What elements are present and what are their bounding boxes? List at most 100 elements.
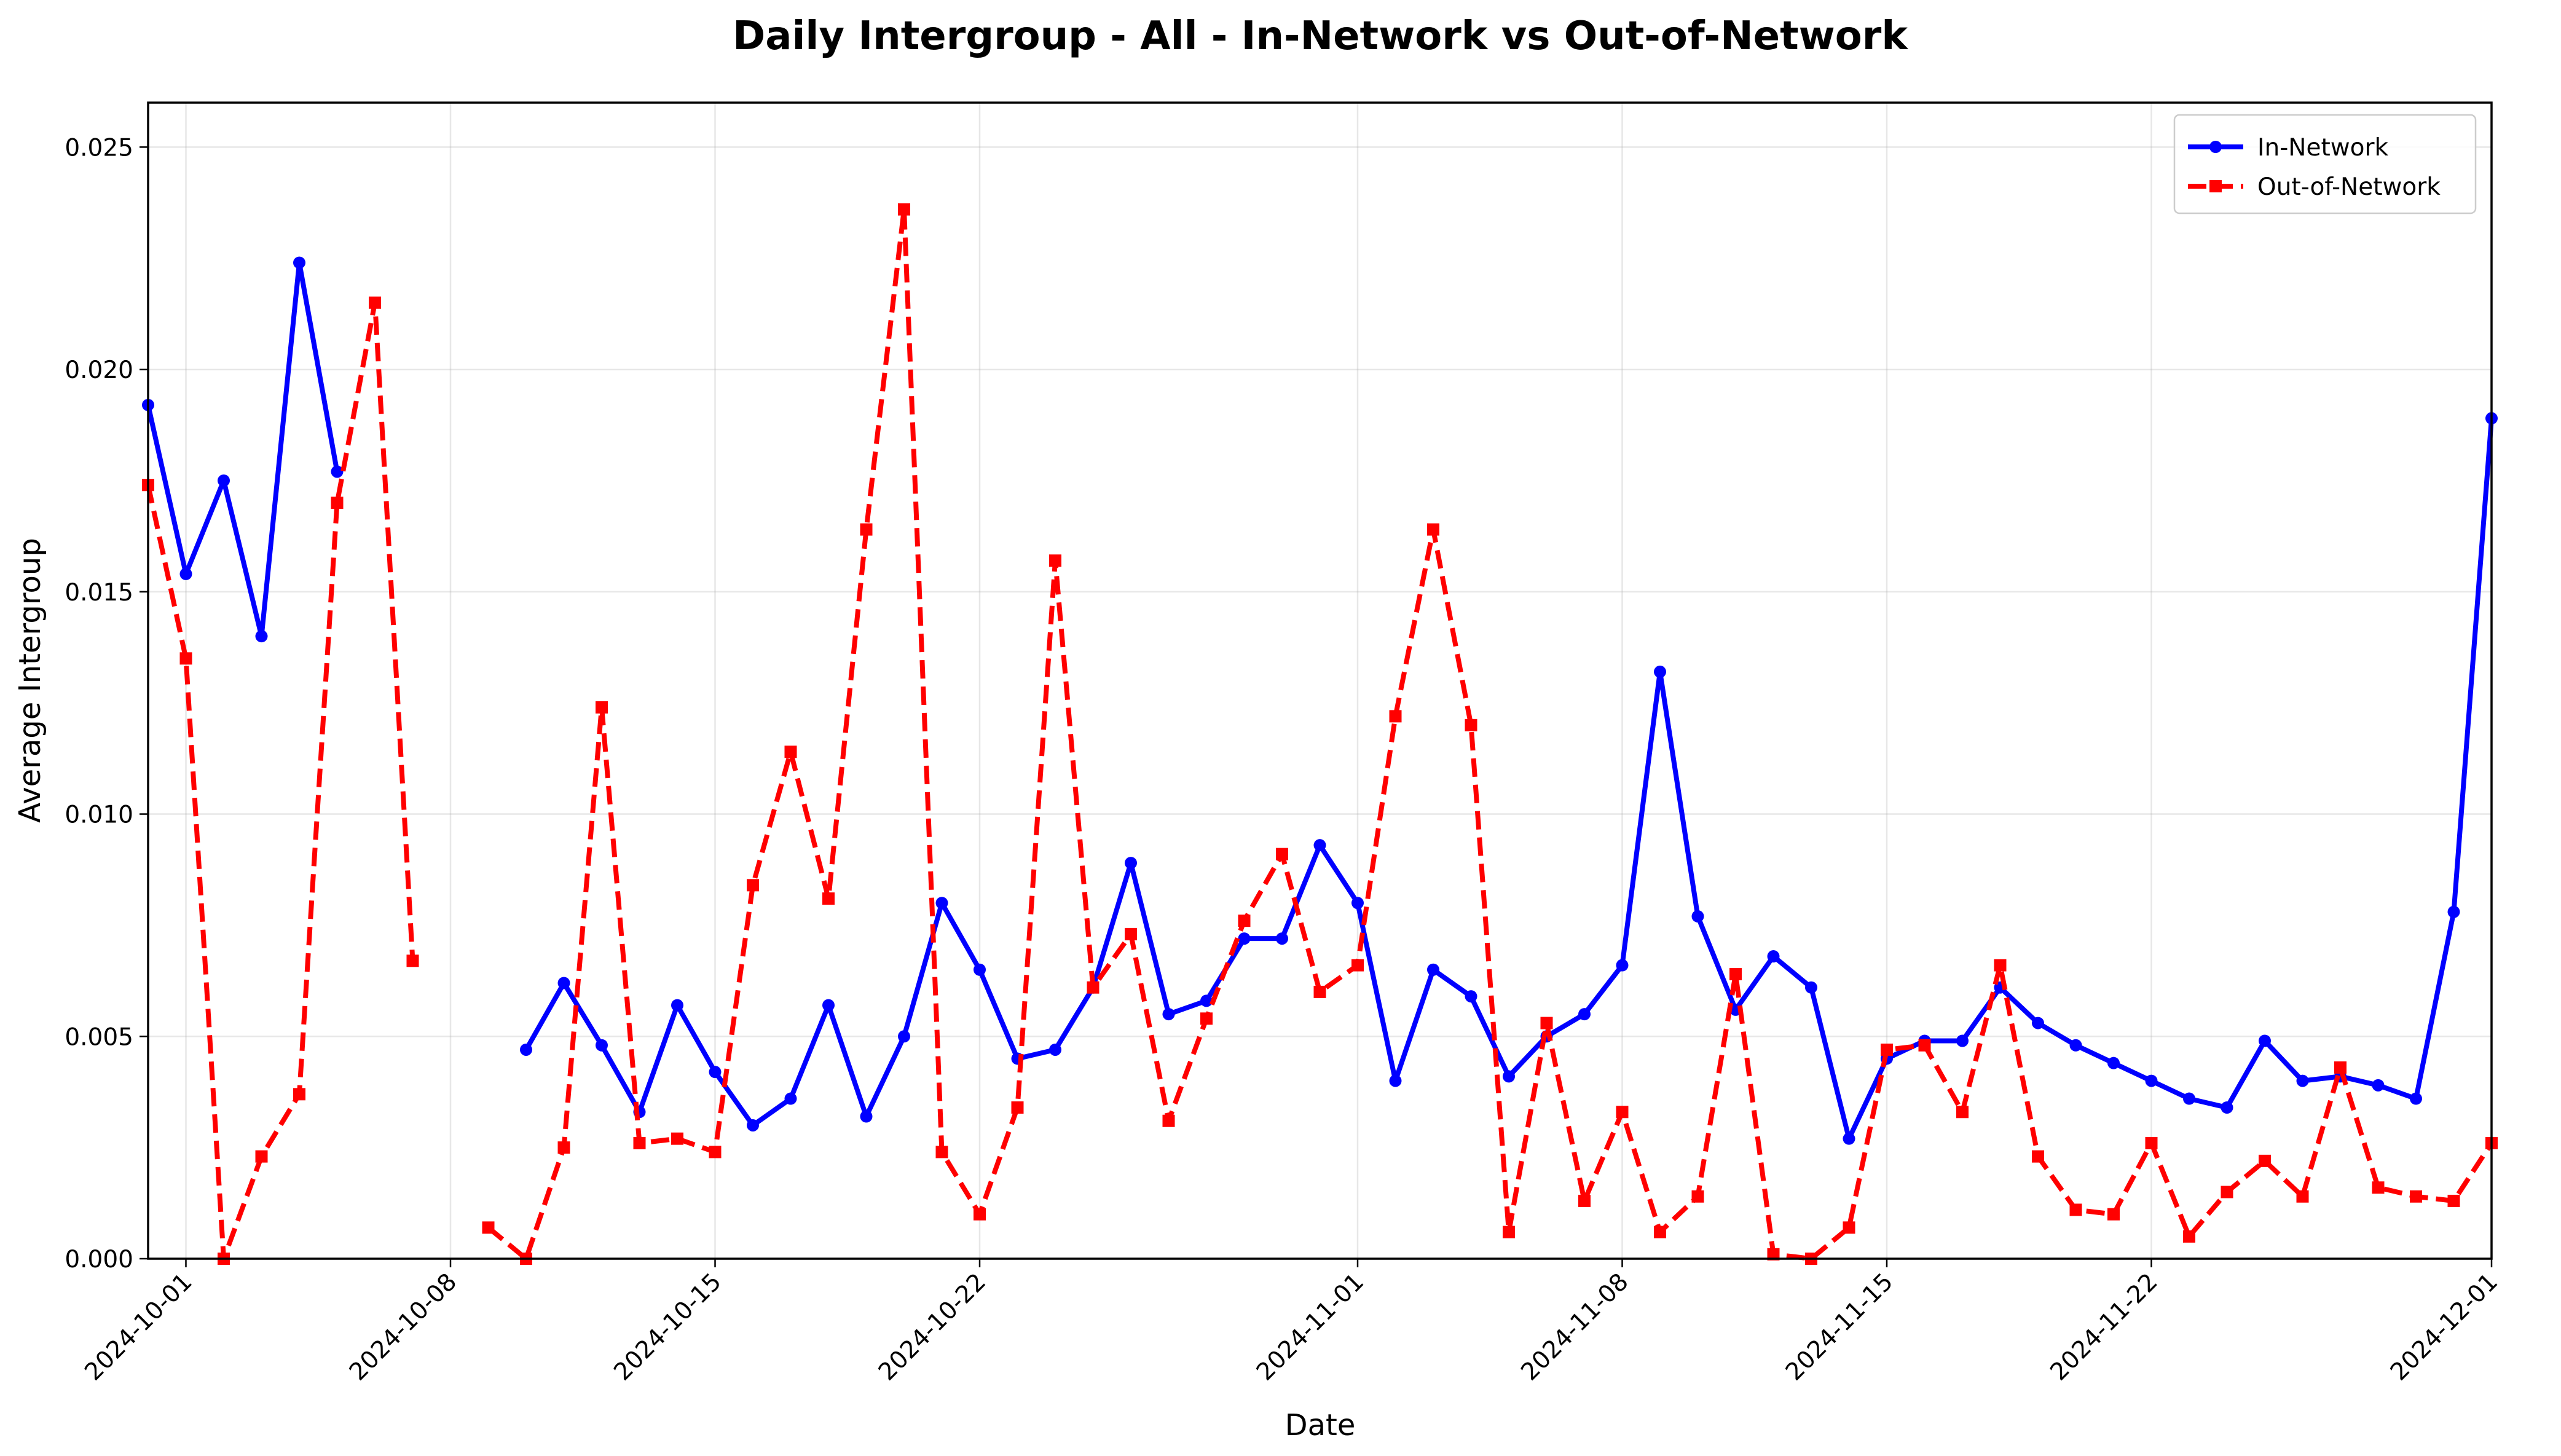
data-point: [2107, 1057, 2120, 1069]
data-point: [671, 999, 683, 1012]
data-point: [557, 1141, 570, 1154]
legend: In-Network Out-of-Network: [2173, 114, 2477, 214]
data-point: [1654, 666, 1666, 679]
data-point: [747, 879, 759, 892]
data-point: [1049, 554, 1061, 567]
data-point: [1691, 1190, 1704, 1203]
data-point: [2296, 1074, 2309, 1087]
data-point: [2221, 1101, 2233, 1114]
data-point: [1578, 1008, 1591, 1021]
data-point: [179, 652, 192, 665]
series-group: [142, 203, 2498, 1265]
data-point: [1162, 1114, 1175, 1127]
data-point: [1125, 927, 1137, 940]
legend-box: [2173, 114, 2477, 214]
data-point: [1956, 1106, 1969, 1119]
data-point: [1351, 959, 1364, 972]
data-point: [709, 1146, 722, 1159]
data-point: [1465, 718, 1477, 731]
data-point: [1238, 915, 1251, 927]
data-point: [2410, 1190, 2422, 1203]
data-point: [747, 1119, 759, 1131]
data-point: [2296, 1190, 2309, 1203]
data-point: [596, 1039, 608, 1052]
data-point: [860, 523, 873, 536]
data-point: [557, 977, 570, 990]
data-point: [2410, 1092, 2422, 1105]
data-point: [860, 1110, 873, 1123]
legend-marker: [2209, 180, 2222, 192]
data-point: [1238, 932, 1251, 945]
data-point: [1276, 932, 1288, 945]
data-point: [1729, 967, 1742, 980]
data-point: [1654, 1226, 1666, 1238]
data-point: [1125, 857, 1137, 870]
y-tick-label: 0.005: [65, 1023, 133, 1051]
y-axis-label: Average Intergroup: [13, 538, 47, 823]
data-point: [1578, 1194, 1591, 1207]
data-point: [935, 1146, 948, 1159]
data-point: [1200, 1012, 1213, 1025]
data-point: [1351, 897, 1364, 910]
data-point: [1767, 950, 1780, 963]
data-point: [179, 567, 192, 580]
legend-marker: [2209, 141, 2222, 153]
data-point: [709, 1066, 722, 1079]
data-point: [293, 1088, 305, 1101]
y-tick-label: 0.000: [65, 1246, 133, 1273]
data-point: [2259, 1154, 2271, 1167]
data-point: [1276, 848, 1288, 860]
data-point: [935, 897, 948, 910]
x-axis-label: Date: [1285, 1408, 1356, 1442]
data-point: [2447, 1194, 2460, 1207]
y-tick-label: 0.015: [65, 579, 133, 607]
data-point: [1427, 523, 1439, 536]
data-point: [974, 963, 986, 976]
data-point: [1994, 959, 2007, 972]
data-point: [596, 701, 608, 714]
data-point: [633, 1136, 646, 1149]
data-point: [898, 203, 910, 216]
series-line: [146, 300, 415, 1261]
data-point: [1540, 1017, 1553, 1029]
data-point: [784, 746, 797, 758]
data-point: [1465, 990, 1477, 1003]
data-point: [784, 1092, 797, 1105]
data-point: [2145, 1136, 2158, 1149]
legend-label: In-Network: [2257, 134, 2389, 162]
plot-frame: [147, 101, 2493, 1260]
data-point: [2069, 1203, 2082, 1216]
data-point: [822, 892, 835, 905]
data-point: [1691, 910, 1704, 923]
data-point: [898, 1030, 910, 1043]
data-point: [1881, 1043, 1893, 1056]
y-tick-label: 0.025: [65, 134, 133, 162]
data-point: [1011, 1101, 1024, 1114]
data-point: [1427, 963, 1439, 976]
data-point: [2372, 1079, 2385, 1092]
data-point: [255, 630, 268, 643]
data-point: [1918, 1039, 1931, 1052]
data-point: [331, 465, 344, 478]
data-point: [1087, 981, 1100, 994]
data-point: [1616, 959, 1629, 972]
data-point: [1843, 1221, 1855, 1234]
data-point: [1956, 1034, 1969, 1047]
data-point: [369, 296, 381, 309]
series-out-of-network: [142, 203, 2498, 1265]
data-point: [1313, 839, 1326, 852]
data-point: [1200, 994, 1213, 1007]
data-point: [293, 256, 305, 269]
data-point: [2334, 1061, 2347, 1074]
data-point: [1389, 1074, 1402, 1087]
data-point: [2259, 1034, 2271, 1047]
data-point: [482, 1221, 495, 1234]
data-point: [1162, 1008, 1175, 1021]
series-in-network: [142, 256, 2498, 1145]
data-point: [218, 474, 230, 487]
data-point: [2145, 1074, 2158, 1087]
data-point: [671, 1132, 683, 1145]
data-point: [1503, 1070, 1515, 1083]
